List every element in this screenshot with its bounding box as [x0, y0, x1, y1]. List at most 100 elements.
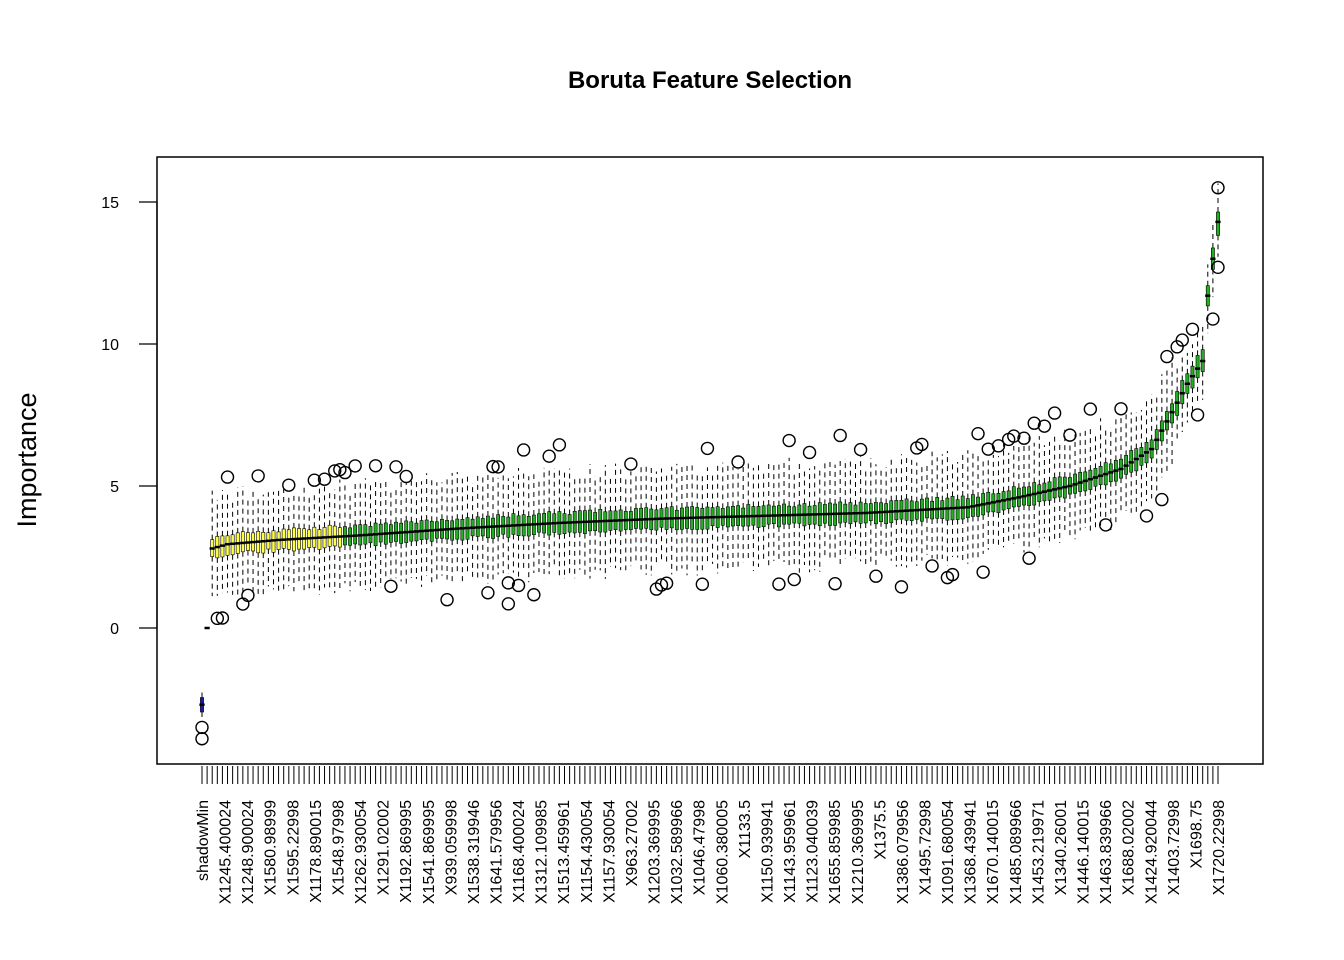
- outlier-point: [1047, 406, 1062, 420]
- outlier-point: [925, 559, 939, 573]
- x-tick-label: X1168.400024: [511, 800, 528, 903]
- box: [491, 517, 495, 539]
- outlier-point: [348, 459, 362, 473]
- outlier-point: [195, 732, 209, 746]
- x-tick-label: X1060.380005: [714, 800, 731, 904]
- x-tick-label: X1368.439941: [963, 800, 980, 904]
- outlier-point: [328, 464, 342, 478]
- outlier-point: [241, 588, 255, 603]
- x-tick-label: X1595.22998: [285, 800, 302, 895]
- x-tick-label: X1192.869995: [398, 800, 415, 903]
- outlier-point: [384, 579, 398, 593]
- x-tick-label: X1210.369995: [850, 800, 867, 904]
- x-axis: shadowMin X1245.400024 X1248.900024 X1580.9…: [195, 763, 1228, 904]
- outlier-point: [317, 472, 332, 486]
- outlier-point: [782, 433, 796, 448]
- outlier-point: [802, 445, 817, 460]
- box: [925, 497, 929, 519]
- x-tick-label: X1143.959961: [782, 800, 799, 903]
- x-tick-label: X1091.680054: [940, 800, 957, 904]
- outlier-point: [915, 437, 929, 452]
- outlier-point: [787, 572, 801, 587]
- x-tick-label: X939.059998: [443, 800, 460, 895]
- x-tick-label: X1698.75: [1188, 800, 1205, 869]
- box: [511, 513, 516, 535]
- outlier-point: [894, 580, 909, 594]
- outlier-point: [501, 576, 516, 590]
- box: [884, 503, 889, 525]
- outlier-point: [282, 478, 296, 492]
- x-tick-label: X1133.5: [737, 800, 754, 859]
- box: [1216, 211, 1220, 236]
- outlier-point: [195, 720, 209, 735]
- x-tick-label: X1291.02002: [376, 800, 393, 895]
- outlier-point: [220, 470, 235, 484]
- outlier-point: [1185, 322, 1200, 336]
- x-tick-label: shadowMin: [195, 800, 212, 881]
- outlier-point: [700, 441, 715, 456]
- outlier-point: [772, 577, 786, 591]
- outlier-point: [511, 578, 526, 593]
- outlier-point: [1027, 416, 1041, 430]
- outlier-point: [945, 567, 960, 582]
- y-tick-label: 0: [110, 621, 119, 638]
- box: [317, 529, 322, 550]
- x-tick-label: X1580.98999: [263, 800, 280, 895]
- outlier-point: [695, 577, 710, 591]
- outlier-point: [1211, 260, 1225, 275]
- outlier-point: [516, 443, 531, 457]
- x-tick-label: X1453.219971: [1030, 800, 1047, 904]
- outlier-point: [853, 442, 868, 457]
- box: [899, 499, 904, 520]
- box: [1195, 355, 1200, 379]
- outlier-point: [1098, 518, 1113, 532]
- x-tick-label: X1513.459961: [556, 800, 573, 904]
- x-tick-label: X1178.890015: [308, 800, 325, 903]
- x-tick-label: X1485.089966: [1008, 800, 1025, 904]
- outlier-point: [991, 439, 1006, 453]
- x-tick-label: X1670.140015: [985, 800, 1002, 904]
- box: [261, 532, 266, 554]
- outlier-point: [491, 460, 505, 474]
- x-tick-label: X1262.930054: [353, 800, 370, 904]
- outlier-point: [659, 576, 674, 590]
- outlier-point: [1017, 431, 1031, 445]
- box: [327, 524, 332, 547]
- x-tick-label: X1424.920044: [1143, 800, 1160, 904]
- outlier-point: [552, 438, 567, 452]
- outlier-point: [527, 588, 541, 602]
- outlier-point: [210, 611, 225, 626]
- chart-title: Boruta Feature Selection: [568, 67, 852, 94]
- outlier-point: [1022, 551, 1036, 565]
- box: [353, 524, 358, 545]
- box: [955, 499, 960, 520]
- outlier-point: [389, 460, 403, 474]
- box: [526, 515, 531, 537]
- box: [976, 496, 980, 517]
- x-tick-label: X1203.369995: [647, 800, 664, 904]
- x-tick-label: X1386.079956: [895, 800, 912, 904]
- outlier-point: [1155, 492, 1169, 507]
- outlier-point: [1170, 340, 1184, 354]
- outlier-point: [1063, 428, 1077, 442]
- outlier-point: [1037, 419, 1052, 433]
- outlier-point: [731, 455, 745, 469]
- x-tick-label: X1641.579956: [489, 800, 506, 904]
- x-tick-label: X963.27002: [624, 800, 641, 886]
- outlier-point: [828, 577, 842, 591]
- outlier-point: [251, 469, 265, 483]
- x-tick-label: X1150.939941: [759, 800, 776, 903]
- box: [506, 516, 511, 538]
- y-tick-label: 5: [110, 479, 119, 496]
- x-tick-label: X1688.02002: [1121, 800, 1138, 895]
- box: [996, 492, 1001, 514]
- outlier-point: [236, 597, 250, 611]
- box: [634, 508, 638, 529]
- x-tick-label: X1403.72998: [1166, 800, 1183, 895]
- x-tick-label: X1046.47998: [692, 800, 709, 895]
- box: [674, 509, 679, 531]
- x-tick-label: X1538.319946: [466, 800, 483, 904]
- outlier-point: [1114, 402, 1128, 416]
- box: [460, 519, 465, 541]
